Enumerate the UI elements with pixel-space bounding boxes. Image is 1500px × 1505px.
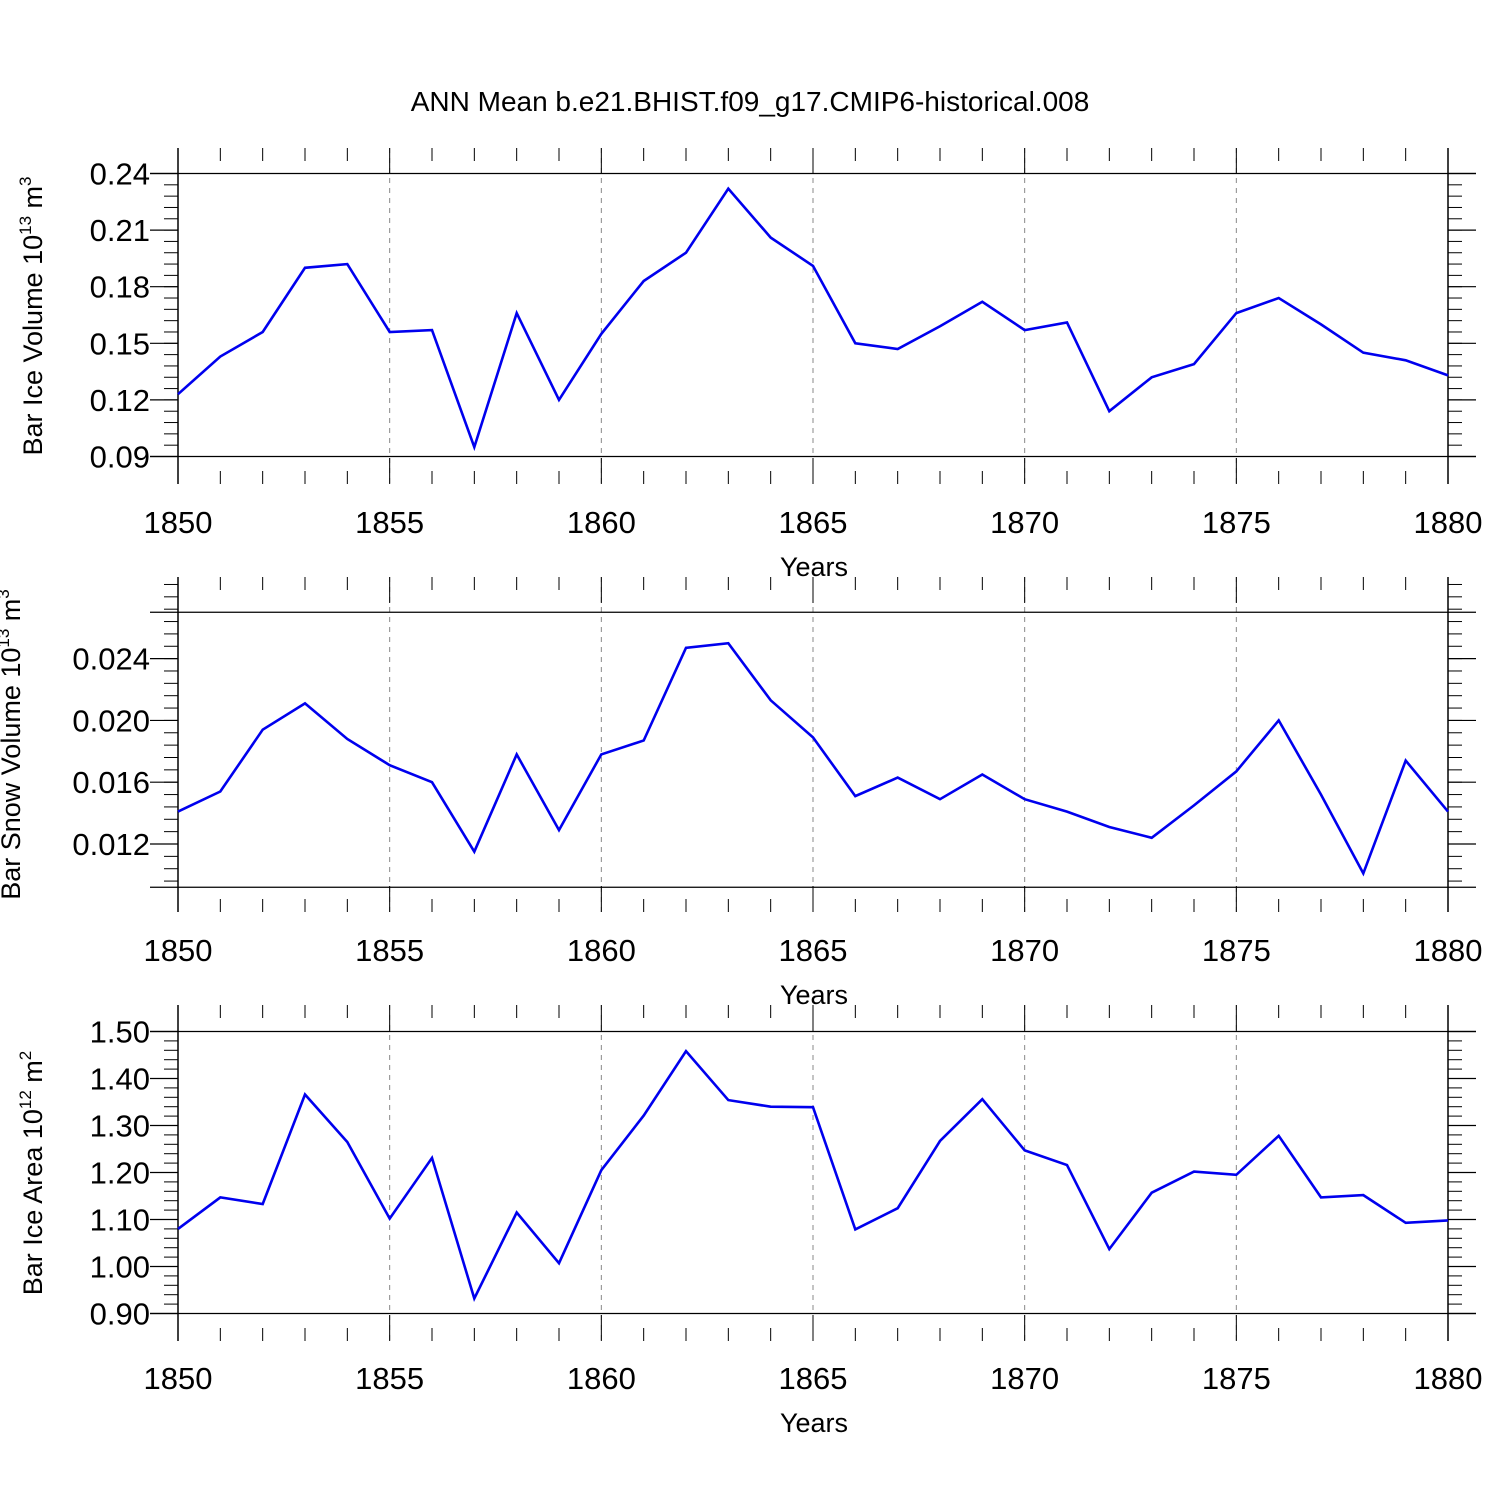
x-tick-label: 1880 [1414,933,1483,968]
x-tick-label: 1880 [1414,505,1483,540]
y-tick-label: 1.50 [90,1015,150,1050]
y-tick-label: 1.00 [90,1250,150,1285]
panel-3: 0.90 1.00 1.10 1.20 1.30 1.40 1.50 1850 1855 1860… [16,1005,1482,1438]
x-tick-label: 1865 [779,505,848,540]
x-tick-label: 1850 [144,1361,213,1396]
x-tick-label: 1850 [144,933,213,968]
y-tick-label: 0.024 [72,642,150,677]
x-tick-label: 1850 [144,505,213,540]
y-tick-label: 0.016 [72,765,150,800]
y-tick-label: 0.15 [90,326,150,361]
y-tick-label: 1.20 [90,1156,150,1191]
panel-1: 0.09 0.12 0.15 0.18 0.21 0.24 1850 1855 1860 1865… [16,148,1482,582]
y-axis-label: Bar Ice Area 1012 m2 [16,1051,48,1296]
series-line [177,186,1449,452]
x-tick-label: 1855 [355,505,424,540]
y-tick-label: 0.012 [72,827,150,862]
x-tick-label: 1870 [990,505,1059,540]
y-tick-label: 1.40 [90,1062,150,1097]
x-tick-label: 1875 [1202,505,1271,540]
y-tick-label: 0.24 [90,157,150,192]
y-axis-label: Bar Snow Volume 1013 m3 [0,589,26,900]
panel-2: 0.012 0.016 0.020 0.024 1850 1855 1860 1865 1870… [0,577,1482,1010]
y-tick-label: 0.18 [90,270,150,305]
y-tick-label: 0.12 [90,383,150,418]
x-axis-label: Years [780,1408,848,1438]
y-tick-label: 0.020 [72,703,150,738]
y-tick-label: 0.90 [90,1297,150,1332]
chart-title: ANN Mean b.e21.BHIST.f09_g17.CMIP6-histo… [411,86,1090,117]
series-line [177,1049,1449,1303]
x-tick-label: 1855 [355,1361,424,1396]
y-tick-label: 1.30 [90,1109,150,1144]
x-tick-label: 1855 [355,933,424,968]
x-tick-label: 1865 [779,1361,848,1396]
x-tick-label: 1860 [567,505,636,540]
y-tick-label: 0.09 [90,440,150,475]
x-tick-label: 1870 [990,933,1059,968]
x-tick-label: 1880 [1414,1361,1483,1396]
series-line [177,641,1450,877]
x-tick-label: 1875 [1202,1361,1271,1396]
y-tick-label: 0.21 [90,213,150,248]
x-axis-label: Years [780,552,848,582]
x-tick-label: 1875 [1202,933,1271,968]
x-tick-label: 1860 [567,933,636,968]
y-axis-label: Bar Ice Volume 1013 m3 [16,176,48,455]
y-tick-label: 1.10 [90,1203,150,1238]
x-tick-label: 1870 [990,1361,1059,1396]
x-tick-label: 1865 [779,933,848,968]
x-axis-label: Years [780,980,848,1010]
x-tick-label: 1860 [567,1361,636,1396]
